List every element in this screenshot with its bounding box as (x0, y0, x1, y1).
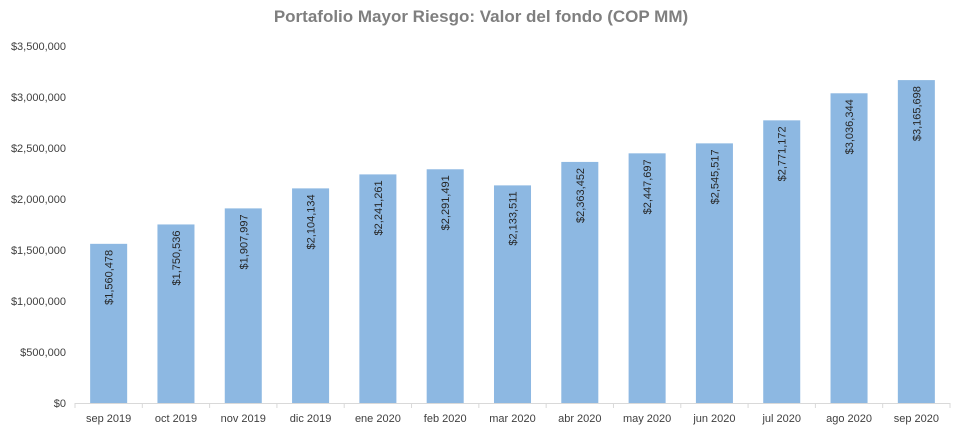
x-tick-label: feb 2020 (424, 413, 467, 425)
x-tick-label: dic 2019 (290, 413, 332, 425)
x-axis: sep 2019 oct 2019 nov 2019 dic 2019 ene 2020… (74, 403, 951, 425)
y-tick-label: $2,000,000 (11, 194, 66, 206)
bar-data-label: $2,363,452 (575, 168, 587, 223)
bar (157, 224, 195, 403)
bar-data-label: $2,771,172 (777, 126, 789, 181)
x-tick-label: jul 2020 (761, 413, 801, 425)
x-tick-label: oct 2019 (155, 413, 197, 425)
bar (830, 93, 868, 404)
y-tick-label: $500,000 (20, 347, 66, 359)
bar-data-label: $1,750,536 (171, 230, 183, 285)
bar-data-label: $3,036,344 (844, 99, 856, 154)
bar (224, 208, 262, 403)
bar (561, 161, 599, 403)
bar (292, 188, 330, 403)
y-tick-label: $0 (54, 398, 66, 410)
x-tick-label: mar 2020 (489, 413, 535, 425)
bar-data-label: $3,165,698 (911, 86, 923, 141)
y-axis: $0 $500,000 $1,000,000 $1,500,000 $2,000,000… (11, 41, 66, 410)
bar-data-label: $2,545,517 (709, 149, 721, 204)
bar (359, 174, 397, 403)
x-tick-label: ene 2020 (355, 413, 401, 425)
y-tick-label: $3,000,000 (11, 92, 66, 104)
bar (493, 185, 532, 403)
y-tick-label: $1,500,000 (11, 245, 66, 257)
x-tick-label: may 2020 (623, 413, 671, 425)
bar (426, 169, 464, 403)
bar (695, 143, 733, 403)
bars-group: $1,560,478 $1,750,536 $1,907,997 $2,104,134… (90, 80, 935, 404)
bar-data-label: $2,447,697 (642, 159, 654, 214)
x-tick-label: ago 2020 (826, 413, 872, 425)
y-tick-label: $1,000,000 (11, 296, 66, 308)
bar-data-label: $2,241,261 (373, 180, 385, 235)
x-tick-label: nov 2019 (221, 413, 266, 425)
bar-data-label: $2,133,511 (508, 191, 520, 245)
x-tick-label: jun 2020 (692, 413, 735, 425)
x-tick-label: sep 2020 (894, 413, 939, 425)
bar (763, 120, 801, 403)
bar (897, 80, 935, 403)
x-tick-label: sep 2019 (86, 413, 131, 425)
chart-title: Portafolio Mayor Riesgo: Valor del fondo… (273, 7, 689, 26)
y-tick-label: $3,500,000 (11, 41, 66, 53)
bar (628, 153, 666, 403)
bar-data-label: $1,907,997 (238, 214, 250, 269)
bar-data-label: $1,560,478 (104, 250, 116, 305)
y-tick-label: $2,500,000 (11, 143, 66, 155)
x-tick-label: abr 2020 (558, 413, 601, 425)
bar (90, 243, 128, 403)
bar-data-label: $2,291,491 (440, 175, 452, 230)
bar-data-label: $2,104,134 (306, 194, 318, 249)
